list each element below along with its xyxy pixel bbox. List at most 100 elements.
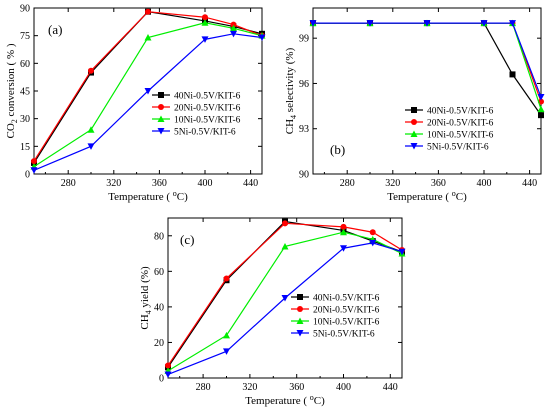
data-point (87, 143, 95, 150)
series-line (313, 22, 542, 98)
chart-panel-2: 280 320 360 400 440 90 93 96 99 Temperature ( oC)… (284, 7, 545, 203)
x-tick-label: 280 (61, 178, 76, 189)
data-point (340, 223, 347, 230)
series-2 (31, 8, 265, 165)
legend-marker (157, 128, 165, 135)
y-axis-label: CH4 selectivity (%) (284, 47, 298, 134)
data-point (223, 348, 230, 355)
legend-label: 40Ni-0.5V/KIT-6 (174, 92, 241, 102)
x-tick-label: 320 (106, 178, 121, 189)
data-point (309, 20, 317, 27)
data-point (230, 24, 237, 32)
data-point (144, 88, 152, 95)
y-tick-label: 0 (159, 374, 164, 385)
data-point (30, 167, 38, 174)
data-point (281, 242, 289, 250)
y-tick-label: 45 (20, 87, 30, 98)
data-point (230, 21, 237, 28)
panel-label: (c) (180, 232, 194, 247)
data-point (223, 275, 230, 282)
y-axis-label: CH4 yield (%) (139, 266, 153, 330)
data-point (423, 20, 431, 27)
data-point (258, 34, 266, 42)
series-3 (309, 19, 545, 113)
data-point (164, 371, 172, 378)
legend-label: 5Ni-0.5V/KIT-6 (313, 330, 375, 340)
y-tick-label: 60 (20, 59, 30, 70)
x-axis-label: Temperature ( oC) (387, 189, 467, 203)
legend-label: 5Ni-0.5V/KIT-6 (427, 143, 489, 153)
data-point (537, 94, 545, 101)
data-point (282, 220, 288, 227)
plot-frame (167, 217, 403, 379)
series-line (167, 242, 403, 376)
y-tick-label: 90 (299, 170, 309, 181)
x-tick-label: 440 (522, 178, 537, 189)
y-tick-label: 20 (154, 338, 164, 349)
series-line (313, 22, 542, 102)
series-4 (30, 30, 266, 174)
x-tick-label: 360 (289, 382, 304, 393)
data-point (223, 331, 230, 339)
data-point (369, 229, 376, 236)
panel-label: (b) (330, 142, 345, 157)
data-point (144, 34, 152, 41)
data-point (87, 126, 95, 133)
data-point (366, 20, 374, 27)
x-tick-label: 320 (242, 382, 257, 393)
legend-label: 10Ni-0.5V/KIT-6 (313, 318, 380, 328)
legend-marker (410, 130, 418, 137)
legend-marker (297, 294, 303, 300)
series-line (313, 22, 542, 116)
data-point (202, 14, 208, 21)
series-line (33, 11, 263, 164)
legend: 40Ni-0.5V/KIT-6 20Ni-0.5V/KIT-6 10Ni-0.5V/… (291, 294, 380, 340)
series-line (33, 22, 263, 168)
panel-label: (a) (48, 22, 62, 37)
y-tick-label: 40 (154, 302, 164, 313)
chart-panel-1: 280 320 360 400 440 0 15 30 45 60 75 90 Temperature … (5, 4, 266, 203)
data-point (88, 67, 94, 74)
series-line (33, 33, 263, 171)
data-point (340, 228, 347, 236)
x-tick-label: 440 (383, 382, 398, 393)
series-line (167, 231, 403, 372)
legend-label: 5Ni-0.5V/KIT-6 (174, 128, 236, 138)
legend-marker (296, 317, 304, 324)
y-tick-label: 96 (299, 79, 309, 90)
y-tick-label: 75 (20, 31, 30, 42)
legend-marker (297, 306, 303, 312)
series-line (33, 11, 263, 162)
data-point (165, 362, 171, 369)
data-point (537, 105, 545, 113)
series-line (313, 22, 542, 110)
y-tick-label: 0 (25, 170, 30, 181)
series-line (167, 220, 403, 368)
y-tick-label: 30 (20, 114, 30, 125)
x-tick-label: 400 (336, 382, 351, 393)
legend-marker (411, 119, 417, 125)
x-tick-label: 400 (198, 178, 213, 189)
data-point (281, 295, 289, 302)
legend-label: 20Ni-0.5V/KIT-6 (313, 306, 380, 316)
data-point (31, 158, 37, 165)
x-tick-label: 360 (152, 178, 167, 189)
y-tick-label: 80 (154, 231, 164, 242)
y-tick-label: 90 (20, 4, 30, 15)
data-point (145, 8, 151, 15)
legend-label: 40Ni-0.5V/KIT-6 (427, 107, 494, 117)
x-tick-label: 400 (477, 178, 492, 189)
series-1 (310, 20, 544, 119)
x-tick-label: 440 (243, 178, 258, 189)
y-tick-label: 15 (20, 142, 30, 153)
series-2 (310, 20, 544, 105)
legend: 40Ni-0.5V/KIT-6 20Ni-0.5V/KIT-6 10Ni-0.5V/… (405, 107, 494, 153)
y-tick-label: 93 (299, 124, 309, 135)
legend-label: 40Ni-0.5V/KIT-6 (313, 294, 380, 304)
data-point (509, 20, 516, 27)
legend-marker (158, 104, 164, 110)
y-tick-label: 99 (299, 34, 309, 45)
data-point (201, 36, 209, 43)
legend-marker (158, 92, 164, 98)
